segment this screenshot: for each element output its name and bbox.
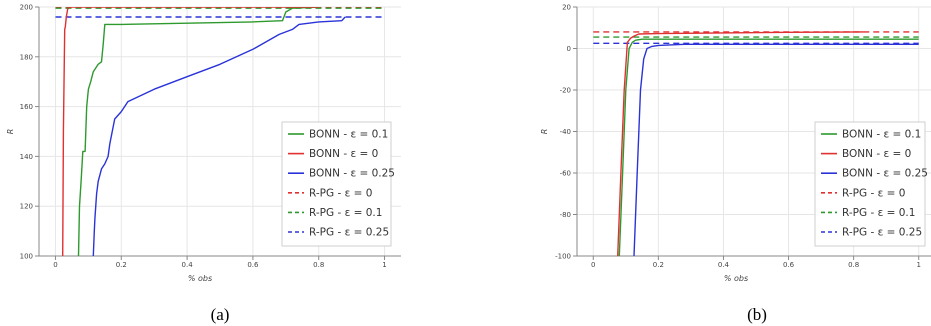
grid [39,6,401,257]
series-group [593,31,919,256]
x-tick-label: 0.2 [116,261,127,269]
legend-entry: R-PG - ε = 0 [309,187,372,199]
x-axis-label: % obs [188,274,212,283]
figure-caption: (b) [747,305,767,324]
x-axis-label: % obs [724,274,748,283]
y-tick-label: 100 [20,253,33,261]
legend-box [814,121,926,247]
x-tick-label: 1 [382,261,386,269]
legend-entry: BONN - ε = 0.1 [842,129,921,141]
y-axis-label: R [540,129,549,135]
x-tick-label: 0.8 [848,261,859,269]
x-tick-label: 0.4 [718,261,730,269]
x-tick-label: 0.6 [247,261,259,269]
legend: BONN - ε = 0.1 BONN - ε = 0 BONN - ε = 0.2… [281,121,395,247]
y-tick-label: 140 [20,153,33,161]
legend-entry: R-PG - ε = 0.25 [842,227,922,239]
chart-panel-a: 0 0.2 0.4 0.6 0.8 1 100 120 140 160 180 200 % obs R BO… [6,4,401,324]
y-tick-label: 120 [20,203,33,211]
legend-entry: BONN - ε = 0.1 [309,129,388,141]
y-tick-label: -80 [560,211,571,219]
series-line-bonn-2 [92,16,346,256]
x-tick-label: 0.4 [182,261,194,269]
x-tick-label: 0.6 [783,261,795,269]
y-tick-label: 180 [20,53,33,61]
legend-entry: BONN - ε = 0.25 [842,168,928,180]
y-tick-label: -40 [560,128,571,136]
legend-entry: R-PG - ε = 0.1 [842,207,915,219]
y-tick-label: 160 [20,103,33,111]
chart-panel-b: 0 0.2 0.4 0.6 0.8 1 -100 -80 -60 -40 -20 0 20 % obs R B… [540,4,931,324]
series-line-bonn-1 [62,7,319,256]
legend: BONN - ε = 0.1 BONN - ε = 0 BONN - ε = 0.2… [814,121,928,247]
legend-entry: BONN - ε = 0.25 [309,168,395,180]
legend-entry: BONN - ε = 0 [309,148,378,160]
x-tick-label: 1 [916,261,920,269]
legend-entry: R-PG - ε = 0.25 [309,227,389,239]
x-tick-label: 0.8 [313,261,324,269]
x-tick-label: 0 [53,261,57,269]
series-line-bonn-1 [617,31,864,256]
y-tick-label: -60 [560,170,571,178]
y-tick-label: -100 [555,253,571,261]
legend-entry: BONN - ε = 0 [842,148,911,160]
y-tick-label: 200 [20,4,33,12]
legend-box [281,121,392,247]
y-tick-label: 0 [567,45,571,53]
series-line-bonn-0 [77,7,319,256]
series-line-bonn-0 [618,38,919,256]
series-line-bonn-2 [633,43,919,256]
y-tick-label: 20 [562,4,571,12]
x-tick-label: 0 [591,261,595,269]
figure-caption: (a) [211,305,230,324]
series-group [55,7,385,256]
legend-entry: R-PG - ε = 0 [842,187,905,199]
y-axis-label: R [6,129,15,135]
x-tick-label: 0.2 [653,261,664,269]
legend-entry: R-PG - ε = 0.1 [309,207,382,219]
y-tick-label: -20 [560,87,571,95]
